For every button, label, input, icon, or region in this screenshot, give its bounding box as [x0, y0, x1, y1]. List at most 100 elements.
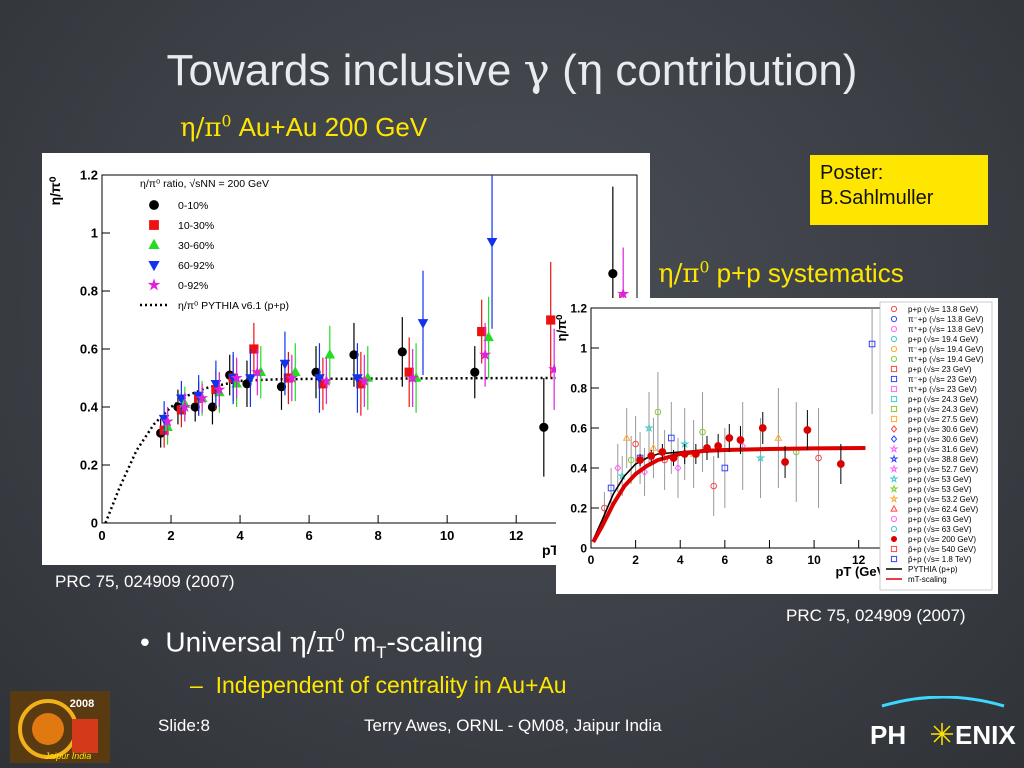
chart1-legend-label: 0-10% — [178, 200, 208, 212]
chart2-legend-label: p+p (√s= 19.4 GeV) — [908, 335, 979, 344]
chart2-point — [649, 443, 658, 451]
chart1-point — [479, 348, 492, 360]
chart1-point — [251, 365, 264, 378]
chart1-point — [213, 383, 226, 395]
chart2-point — [725, 434, 734, 442]
qm08-logo: 2008 Jaipur India — [10, 691, 110, 763]
slide-title: Towards inclusive γ (η contribution) — [166, 45, 858, 96]
chart2-point — [680, 450, 689, 458]
footer-author: Terry Awes, ORNL - QM08, Jaipur India — [364, 716, 662, 735]
chart1-legend-label: 60-92% — [178, 260, 214, 272]
chart1-x-label: pT — [542, 542, 560, 558]
chart2-legend-marker — [890, 535, 897, 542]
chart1-x-tick-label: 4 — [236, 528, 244, 543]
chart1-point — [230, 371, 243, 384]
svg-text:2008: 2008 — [70, 698, 94, 710]
chart2-point — [774, 433, 783, 441]
chart2-legend-marker — [889, 494, 899, 503]
chart2-point — [658, 448, 667, 456]
bullet-universal-scaling: • Universal η/π0 mT-scaling — [140, 625, 484, 662]
chart2-point — [815, 454, 822, 462]
chart2-point — [758, 424, 767, 432]
chart2-point — [607, 484, 615, 492]
chart1-point — [314, 374, 325, 384]
chart2-point — [736, 436, 745, 444]
chart2-legend-label: p+p (√s= 23 GeV) — [908, 365, 972, 374]
chart2-legend-label: π⁺+p (√s= 23 GeV) — [908, 385, 977, 394]
chart1-point — [276, 382, 287, 392]
chart1-point — [324, 348, 336, 359]
chart1-point — [176, 394, 187, 405]
reference-right: PRC 75, 024909 (2007) — [786, 606, 966, 625]
chart2-point — [703, 444, 711, 452]
chart2-y-tick-label: 0 — [580, 541, 587, 555]
chart1-x-tick-label: 12 — [509, 528, 523, 543]
chart1-point — [349, 350, 359, 360]
chart2-legend-label: p̄+p (√s= 1.8 TeV) — [908, 555, 972, 564]
chart2-legend-marker — [890, 545, 898, 553]
chart2-legend-label: PYTHIA (p+p) — [908, 565, 958, 574]
chart2-point — [699, 428, 706, 436]
chart1-point — [242, 379, 252, 389]
chart2-point — [674, 463, 682, 473]
chart1-point — [486, 237, 498, 248]
chart2-point — [632, 440, 639, 448]
chart2-x-tick-label: 0 — [588, 553, 595, 567]
chart2-legend-label: π⁺+p (√s= 19.4 GeV) — [908, 355, 984, 364]
chart1-point — [249, 344, 259, 354]
chart2-legend-label: p+p (√s= 30.6 GeV) — [908, 435, 979, 444]
chart1-point — [617, 287, 630, 300]
chart1-point — [483, 331, 494, 342]
chart2-legend-label: p+p (√s= 31.6 GeV) — [908, 445, 979, 454]
chart2-x-tick-label: 10 — [807, 553, 821, 567]
chart1-legend-marker — [147, 278, 161, 291]
chart2-y-tick-label: 1.2 — [570, 301, 587, 315]
chart1-point — [352, 374, 363, 384]
chart2-legend-marker — [889, 444, 899, 453]
svg-text:PH: PH — [870, 720, 906, 750]
chart2-x-tick-label: 4 — [677, 553, 684, 567]
chart1-y-tick-label: 0.2 — [80, 458, 98, 473]
chart2-point — [868, 340, 876, 348]
chart2-legend-label: p+p (√s= 62.4 GeV) — [908, 505, 979, 514]
svg-text:ENIX: ENIX — [955, 720, 1016, 750]
chart1-subtitle: η/π0 Au+Au 200 GeV — [180, 112, 428, 143]
chart1-point — [320, 374, 333, 387]
chart2-point — [627, 456, 635, 464]
chart2-x-tick-label: 6 — [722, 553, 729, 567]
chart1-point — [406, 371, 419, 384]
chart1-point — [358, 374, 371, 387]
chart1-y-tick-label: 0 — [91, 516, 98, 531]
chart2-point — [714, 442, 723, 450]
chart2-legend-marker — [890, 504, 898, 512]
chart1-point — [178, 400, 191, 413]
chart2-y-tick-label: 0.4 — [570, 461, 587, 475]
chart2-legend-marker — [890, 415, 898, 423]
chart1-legend-label: 30-60% — [178, 240, 214, 252]
chart1-legend-marker — [149, 200, 159, 210]
chart2-legend-label: p+p (√s= 30.6 GeV) — [908, 425, 979, 434]
chart1-point — [196, 391, 209, 404]
chart2-y-tick-label: 0.8 — [570, 381, 587, 395]
chart2-point — [669, 454, 678, 462]
chart2-legend-label: p̄+p (√s= 540 GeV) — [908, 545, 976, 554]
chart2-legend-label: p+p (√s= 13.8 GeV) — [908, 305, 979, 314]
chart2-frame — [590, 307, 882, 549]
chart2-x-tick-label: 8 — [766, 553, 773, 567]
chart2-legend-label: π⁻+p (√s= 23 GeV) — [908, 375, 977, 384]
chart1-point — [210, 380, 222, 390]
chart2-legend-marker — [889, 474, 899, 483]
chart1-x-tick-label: 0 — [98, 528, 105, 543]
chart1-x-tick-label: 6 — [305, 528, 312, 543]
chart1-y-tick-label: 1 — [91, 226, 98, 241]
chart2-point — [614, 463, 622, 473]
chart1-legend-title: η/π⁰ ratio, √sNN = 200 GeV — [140, 178, 269, 190]
chart1-legend-marker — [148, 261, 160, 272]
chart2-y-tick-label: 0.6 — [570, 421, 587, 435]
chart2-legend-label: p+p (√s= 27.5 GeV) — [908, 415, 979, 424]
chart1-point — [608, 269, 618, 279]
chart1-x-tick-label: 8 — [375, 528, 382, 543]
chart2-legend-label: p+p (√s= 63 GeV) — [908, 525, 972, 534]
chart2-point — [836, 460, 845, 468]
chart2-legend-marker — [890, 395, 898, 403]
